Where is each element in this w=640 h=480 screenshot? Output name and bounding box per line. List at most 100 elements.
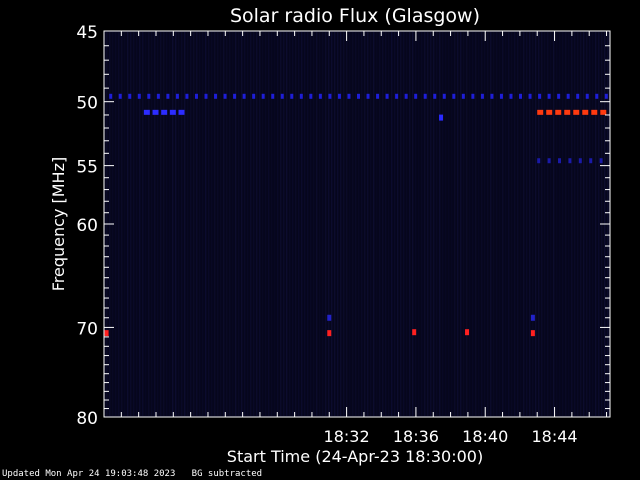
band-dash xyxy=(537,109,544,115)
texture-streak xyxy=(214,32,216,416)
y-tick-label: 50 xyxy=(76,94,98,114)
texture-streak xyxy=(148,32,150,416)
texture-streak xyxy=(217,32,219,416)
texture-streak xyxy=(499,32,501,416)
texture-streak xyxy=(232,32,234,416)
texture-streak xyxy=(319,32,321,416)
band-dash xyxy=(600,109,607,115)
emission-spot xyxy=(327,314,332,321)
x-tick-label: 18:40 xyxy=(462,427,508,446)
texture-streak xyxy=(379,32,381,416)
texture-streak xyxy=(277,32,279,416)
texture-streak xyxy=(172,32,174,416)
texture-streak xyxy=(487,32,489,416)
texture-streak xyxy=(121,32,123,416)
texture-streak xyxy=(448,32,450,416)
band-dash xyxy=(357,93,360,99)
noise-texture xyxy=(106,32,609,416)
band-dash xyxy=(568,158,572,164)
texture-streak xyxy=(412,32,414,416)
band-dash xyxy=(347,93,351,99)
texture-streak xyxy=(457,32,459,416)
texture-streak xyxy=(163,32,165,416)
texture-streak xyxy=(328,32,330,416)
texture-streak xyxy=(289,32,291,416)
texture-streak xyxy=(193,32,195,416)
texture-streak xyxy=(463,32,465,416)
texture-streak xyxy=(322,32,324,416)
texture-streak xyxy=(223,32,225,416)
texture-streak xyxy=(298,32,300,416)
texture-streak xyxy=(553,32,555,416)
texture-streak xyxy=(409,32,411,416)
band-dash xyxy=(582,109,589,115)
texture-streak xyxy=(595,32,597,416)
texture-streak xyxy=(304,32,306,416)
texture-streak xyxy=(259,32,261,416)
band-dash xyxy=(528,93,532,99)
band-dash xyxy=(490,93,494,99)
band-dash xyxy=(471,93,475,99)
y-tick-label: 80 xyxy=(76,409,98,429)
texture-streak xyxy=(313,32,315,416)
x-tick-label: 18:44 xyxy=(531,427,577,446)
band-dash xyxy=(573,109,580,115)
band-dash xyxy=(261,93,265,99)
band-dash xyxy=(385,93,389,99)
texture-streak xyxy=(352,32,354,416)
texture-streak xyxy=(442,32,444,416)
texture-streak xyxy=(571,32,573,416)
band-dash xyxy=(546,109,553,115)
texture-streak xyxy=(580,32,582,416)
band-dash xyxy=(280,93,284,99)
band-dash xyxy=(509,93,513,99)
texture-streak xyxy=(466,32,468,416)
band-dash xyxy=(204,93,208,99)
band-dash xyxy=(585,93,589,99)
footer-status: Updated Mon Apr 24 19:03:48 2023 BG subt… xyxy=(2,469,262,479)
texture-streak xyxy=(478,32,480,416)
texture-streak xyxy=(529,32,531,416)
texture-streak xyxy=(184,32,186,416)
texture-streak xyxy=(382,32,384,416)
band-dash xyxy=(519,93,523,99)
texture-streak xyxy=(508,32,510,416)
texture-streak xyxy=(493,32,495,416)
texture-streak xyxy=(295,32,297,416)
band-dash xyxy=(578,158,582,164)
texture-streak xyxy=(271,32,273,416)
band-dash xyxy=(555,109,562,115)
texture-streak xyxy=(481,32,483,416)
band-dash xyxy=(564,109,571,115)
x-tick-label: 18:36 xyxy=(393,427,439,446)
texture-streak xyxy=(244,32,246,416)
texture-streak xyxy=(175,32,177,416)
texture-streak xyxy=(511,32,513,416)
band-dash xyxy=(404,93,408,99)
band-dash xyxy=(414,93,418,99)
band-dash xyxy=(128,93,132,99)
texture-streak xyxy=(187,32,189,416)
texture-streak xyxy=(427,32,429,416)
band-dash xyxy=(599,158,603,164)
band-dash xyxy=(156,93,160,99)
texture-streak xyxy=(118,32,120,416)
texture-streak xyxy=(469,32,471,416)
texture-streak xyxy=(547,32,549,416)
band-dash xyxy=(591,109,598,115)
texture-streak xyxy=(403,32,405,416)
texture-streak xyxy=(535,32,537,416)
emission-spot xyxy=(530,330,535,337)
texture-streak xyxy=(283,32,285,416)
band-dash xyxy=(537,158,541,164)
band-dash xyxy=(558,158,562,164)
texture-streak xyxy=(325,32,327,416)
y-tick-label: 55 xyxy=(76,158,98,178)
x-axis-ticks: 18:32 18:36 18:40 18:44 xyxy=(103,31,608,446)
band-dash xyxy=(109,93,113,99)
texture-streak xyxy=(358,32,360,416)
band-dash xyxy=(299,93,303,99)
texture-streak xyxy=(268,32,270,416)
texture-streak xyxy=(598,32,600,416)
texture-streak xyxy=(394,32,396,416)
